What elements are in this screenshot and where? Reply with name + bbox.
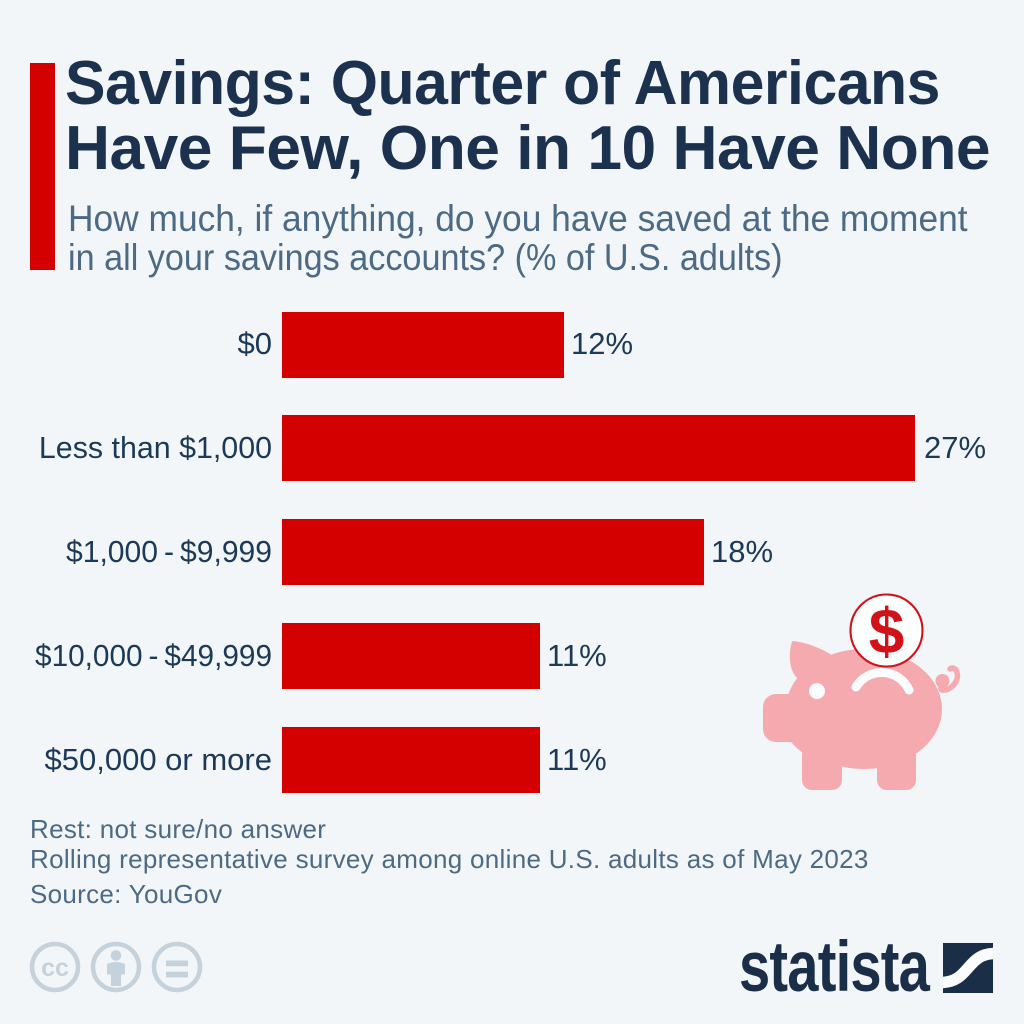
svg-text:cc: cc [41,954,69,982]
svg-text:$: $ [869,595,905,667]
